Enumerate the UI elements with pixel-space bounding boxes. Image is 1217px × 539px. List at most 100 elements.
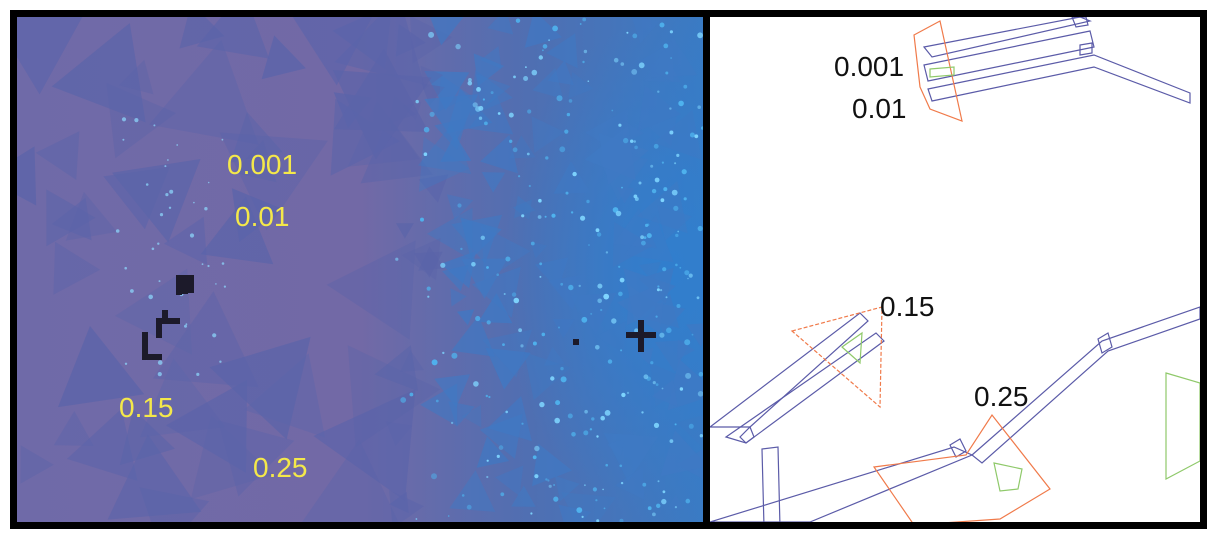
flake-highlight [582, 60, 585, 64]
flake-highlight [539, 401, 545, 408]
flake-highlight [595, 228, 600, 233]
flake-triangle [179, 17, 225, 49]
flake-triangle [401, 238, 441, 281]
flake-highlight [621, 392, 626, 398]
micrograph-panel: 0.001 0.01 0.15 0.25 [17, 17, 703, 522]
flake-triangle [360, 116, 433, 184]
flake-highlight [467, 80, 473, 86]
flake-triangle [531, 116, 565, 153]
flake-highlight [157, 360, 163, 365]
flake-highlight [221, 138, 224, 141]
flake-triangle [677, 339, 695, 360]
flake-highlight [650, 361, 654, 365]
alignment-marker [142, 275, 656, 360]
flake-highlight [482, 98, 485, 101]
flake-highlight [586, 199, 590, 204]
flake-highlight [656, 288, 660, 292]
flake-highlight [645, 223, 649, 227]
flake-highlight [521, 422, 524, 425]
flake-highlight [597, 298, 602, 304]
flake-highlight [165, 193, 169, 197]
flake-highlight [676, 304, 681, 308]
flake-triangle [313, 389, 416, 501]
flake-highlight [221, 262, 225, 265]
flake-highlight [685, 372, 692, 379]
flake-highlight [605, 251, 609, 254]
flake-triangle [420, 65, 444, 90]
flake-highlight [485, 394, 488, 398]
flake-highlight [634, 328, 639, 334]
flake-highlight [669, 107, 672, 110]
flake-triangle [67, 408, 138, 481]
flake-highlight [662, 267, 667, 272]
flake-highlight [486, 320, 491, 325]
flake-highlight [550, 376, 555, 381]
flake-highlight [640, 235, 644, 240]
flake-triangle [396, 223, 414, 239]
flake-highlight [145, 183, 149, 186]
flake-highlight [532, 455, 537, 460]
flake-highlight [676, 153, 680, 157]
flake-highlight [431, 473, 437, 480]
flake-highlight [496, 273, 500, 277]
flake-highlight [647, 506, 652, 511]
flake-highlight [559, 146, 566, 153]
flake-highlight [167, 159, 169, 161]
flake-triangle [495, 465, 524, 496]
flake-highlight [440, 262, 446, 268]
flake-highlight [696, 296, 700, 300]
debris-dot [573, 339, 579, 345]
flake-highlight [415, 518, 418, 520]
flake-triangle [480, 134, 518, 174]
flake-highlight [480, 235, 485, 240]
flake-triangle [196, 17, 270, 59]
flake-triangle [532, 68, 564, 99]
flake-highlight [646, 233, 652, 239]
flake-highlight [472, 102, 478, 108]
flake-triangle [532, 443, 572, 487]
flake-triangle [424, 94, 479, 144]
flake-highlight [619, 518, 624, 522]
flake-highlight [500, 492, 505, 497]
flake-highlight [669, 130, 674, 135]
flake-highlight [631, 69, 638, 75]
flake-highlight [124, 266, 127, 270]
flake-highlight [581, 515, 584, 518]
flake-highlight [511, 292, 517, 297]
flake-triangle [218, 420, 295, 497]
flake-highlight [553, 496, 559, 502]
flake-highlight [643, 374, 649, 380]
inner-outlines [841, 66, 1200, 492]
flake-highlight [538, 55, 543, 60]
flake-highlight [157, 242, 160, 245]
flake-highlight [685, 498, 691, 504]
flake-triangle [481, 172, 506, 193]
flake-highlight [633, 140, 636, 143]
flake-highlight [204, 207, 208, 211]
flake-triangle [118, 59, 154, 95]
flake-highlight [547, 479, 550, 482]
flake-highlight [659, 332, 665, 338]
flake-triangle [418, 174, 449, 203]
flake-triangle [472, 266, 521, 318]
flake-highlight [688, 423, 694, 429]
flake-triangle [46, 189, 96, 247]
flake-triangle [512, 199, 532, 220]
flake-highlight [122, 138, 125, 141]
flake-triangle [139, 358, 226, 438]
flake-highlight [697, 391, 703, 397]
flake-highlight [176, 144, 179, 146]
flake-highlight [697, 32, 703, 39]
flake-triangle [524, 352, 571, 400]
flake-highlight [527, 109, 532, 114]
flake-triangle [200, 196, 274, 265]
flake-triangle [438, 75, 472, 112]
flake-highlight [523, 76, 529, 81]
flake-highlight [475, 315, 481, 322]
flake-triangle [292, 17, 372, 86]
flake-highlight [634, 197, 639, 201]
flake-triangle [449, 470, 496, 512]
flake-triangle [647, 116, 677, 147]
thickness-label: 0.15 [880, 291, 935, 322]
flake-highlight [426, 286, 431, 291]
